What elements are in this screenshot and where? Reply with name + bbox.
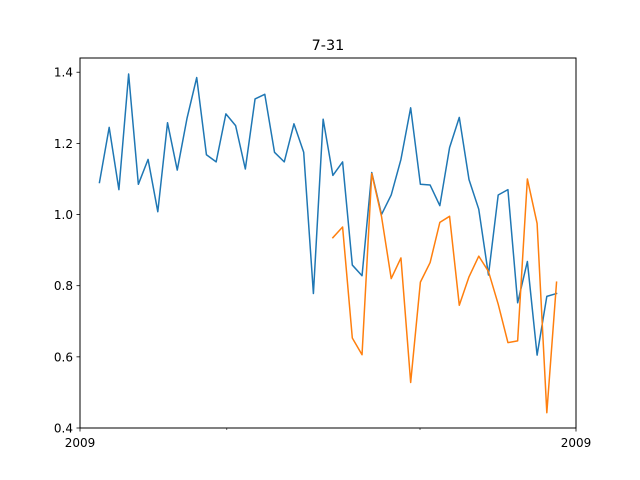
plot-frame: [79, 57, 577, 429]
x-tick-label: 2009: [561, 436, 592, 450]
series-line-2: [331, 172, 558, 414]
x-tick-label: 2009: [65, 436, 96, 450]
chart-title: 7-31: [312, 38, 345, 54]
series-layer: [98, 73, 558, 414]
y-tick-label: 1.0: [54, 208, 73, 222]
y-tick-label: 1.4: [54, 66, 73, 80]
y-tick-label: 0.6: [54, 350, 73, 364]
x-axis: 2009 2009: [65, 428, 592, 450]
series-line-1: [98, 73, 558, 356]
y-tick-label: 1.2: [54, 137, 73, 151]
y-axis: 0.4 0.6 0.8 1.0 1.2 1.4: [54, 66, 80, 436]
y-tick-label: 0.8: [54, 279, 73, 293]
y-tick-label: 0.4: [54, 422, 73, 436]
